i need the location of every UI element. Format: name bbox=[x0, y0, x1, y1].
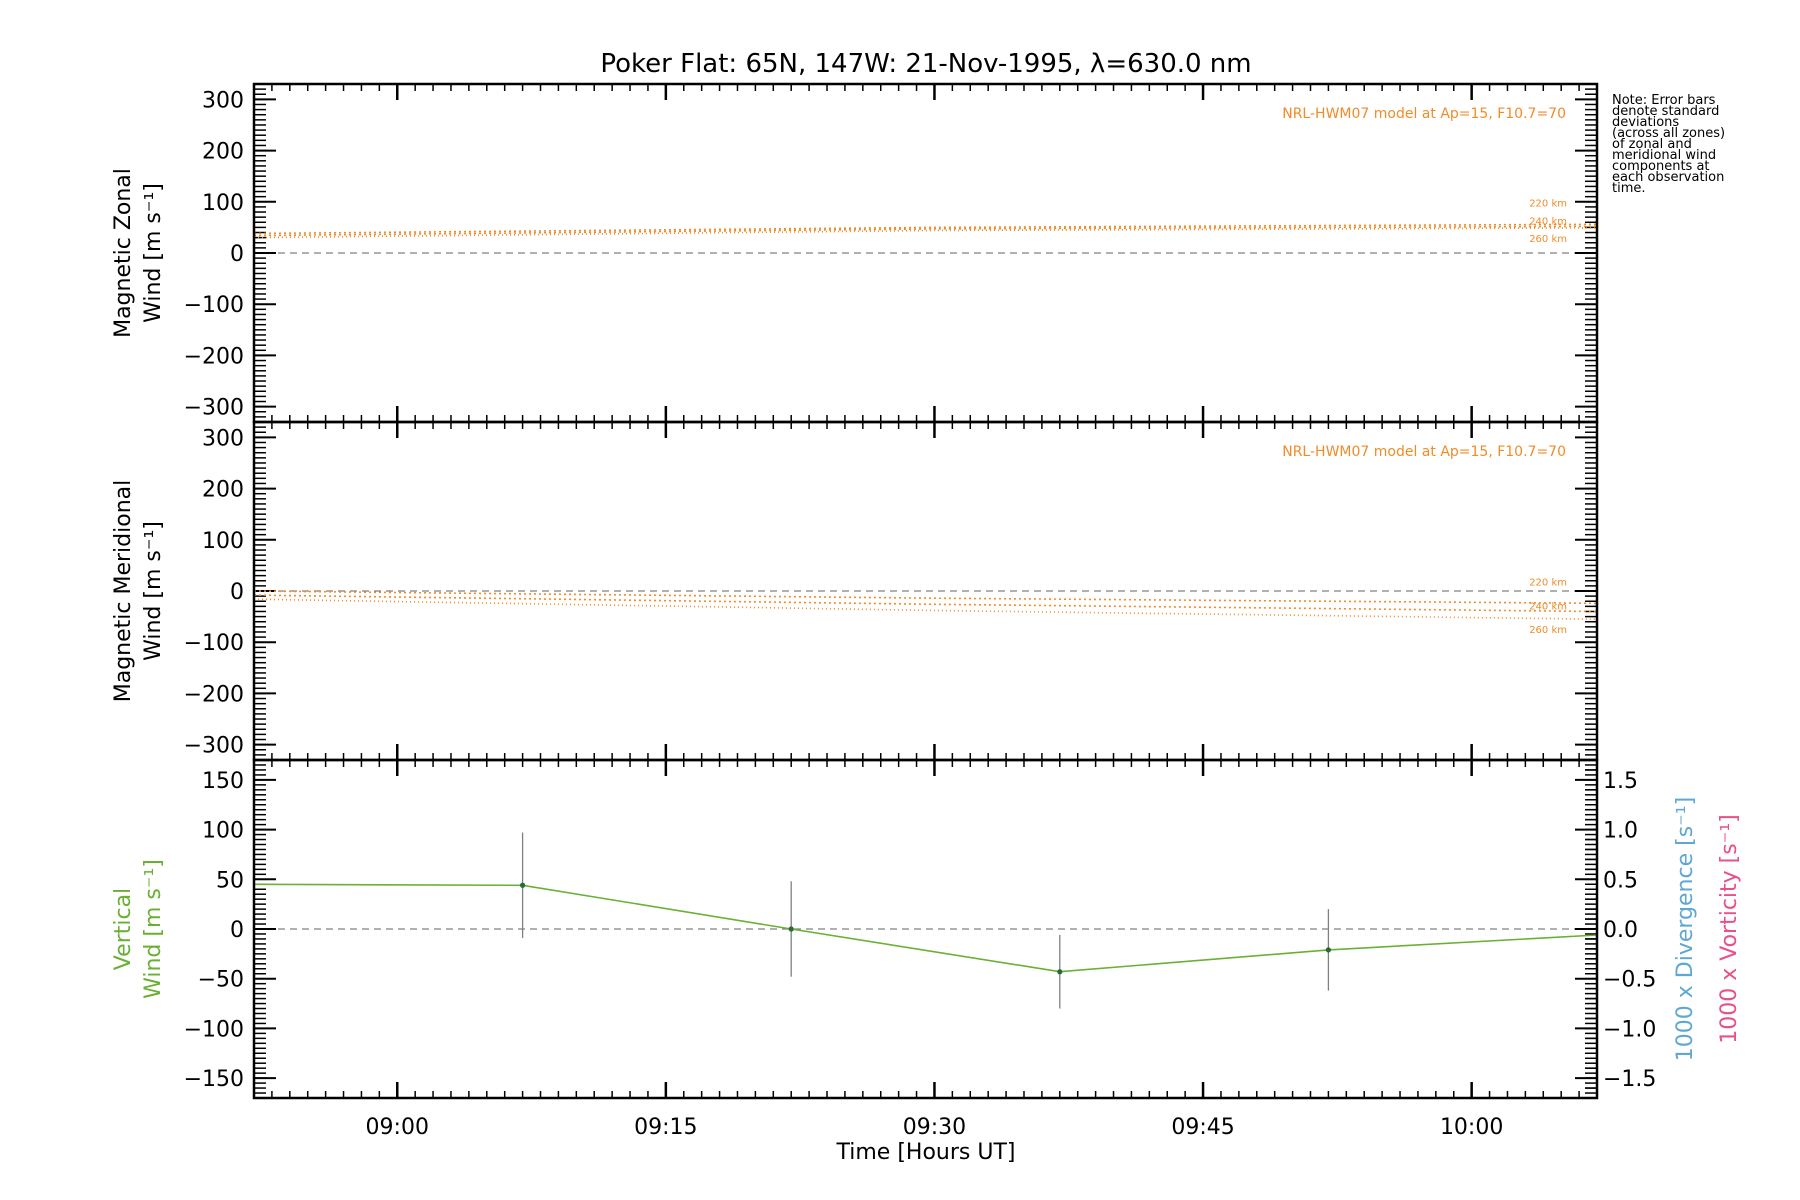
x-axis-label: Time [Hours UT] bbox=[836, 1140, 1016, 1165]
y-axis-label: Wind [m s⁻¹] bbox=[141, 183, 166, 323]
y-tick-label: −300 bbox=[184, 734, 244, 759]
divergence-axis-label: 1000 x Divergence [s⁻¹] bbox=[1673, 797, 1698, 1061]
x-tick-label: 09:15 bbox=[634, 1115, 697, 1140]
y-axis-label: Wind [m s⁻¹] bbox=[141, 521, 166, 661]
y-tick-label: 0 bbox=[230, 580, 244, 605]
note-line: meridional wind bbox=[1612, 148, 1717, 163]
x-tick-label: 09:45 bbox=[1171, 1115, 1234, 1140]
y-tick-label: 200 bbox=[202, 140, 244, 165]
y-tick-label: 100 bbox=[202, 529, 244, 554]
model-series-label: 220 km bbox=[1529, 198, 1567, 209]
right-tick-label: −1.0 bbox=[1603, 1017, 1656, 1042]
y-tick-label: −50 bbox=[198, 968, 244, 993]
model-series-line bbox=[253, 594, 1598, 613]
note-line: time. bbox=[1612, 181, 1646, 196]
note-line: denote standard bbox=[1612, 104, 1720, 119]
x-tick-label: 09:00 bbox=[366, 1115, 429, 1140]
y-axis-label: Magnetic Zonal bbox=[111, 168, 136, 338]
model-label: NRL-HWM07 model at Ap=15, F10.7=70 bbox=[1282, 106, 1566, 122]
data-point bbox=[788, 926, 794, 932]
model-series-label: 240 km bbox=[1529, 216, 1567, 227]
right-tick-label: 1.0 bbox=[1603, 819, 1638, 844]
data-point bbox=[520, 882, 526, 888]
y-tick-label: 300 bbox=[202, 426, 244, 451]
y-tick-label: 50 bbox=[216, 868, 244, 893]
y-axis-label: Vertical bbox=[111, 888, 136, 970]
panel-frame bbox=[252, 758, 1599, 1100]
y-tick-label: 200 bbox=[202, 478, 244, 503]
data-point bbox=[1325, 947, 1331, 953]
model-series-line bbox=[253, 227, 1598, 239]
model-series-label: 260 km bbox=[1529, 625, 1567, 636]
y-tick-label: −100 bbox=[184, 631, 244, 656]
note-line: (across all zones) bbox=[1612, 126, 1726, 141]
model-series-line bbox=[253, 225, 1598, 237]
note-line: each observation bbox=[1612, 170, 1725, 185]
right-tick-label: 0.5 bbox=[1603, 868, 1638, 893]
y-tick-label: −100 bbox=[184, 1017, 244, 1042]
x-tick-label: 10:00 bbox=[1440, 1115, 1503, 1140]
y-tick-label: 0 bbox=[230, 242, 244, 267]
y-tick-label: −300 bbox=[184, 396, 244, 421]
y-tick-label: 150 bbox=[202, 769, 244, 794]
note-line: of zonal and bbox=[1612, 137, 1692, 152]
model-series-label: 260 km bbox=[1529, 234, 1567, 245]
vorticity-axis-label: 1000 x Vorticity [s⁻¹] bbox=[1717, 814, 1742, 1044]
model-series-line bbox=[253, 598, 1598, 620]
y-tick-label: 100 bbox=[202, 191, 244, 216]
y-tick-label: −150 bbox=[184, 1067, 244, 1092]
right-tick-label: −1.5 bbox=[1603, 1067, 1656, 1092]
note-line: deviations bbox=[1612, 115, 1680, 130]
right-tick-label: 1.5 bbox=[1603, 769, 1638, 794]
model-series-line bbox=[253, 223, 1598, 235]
note-line: Note: Error bars bbox=[1612, 93, 1716, 108]
y-tick-label: −200 bbox=[184, 344, 244, 369]
note-line: components at bbox=[1612, 159, 1710, 174]
y-tick-label: 0 bbox=[230, 918, 244, 943]
y-axis-label: Wind [m s⁻¹] bbox=[141, 859, 166, 999]
right-tick-label: −0.5 bbox=[1603, 968, 1656, 993]
error-bar-note: Note: Error bars denote standard deviati… bbox=[1612, 93, 1782, 196]
y-tick-label: −100 bbox=[184, 293, 244, 318]
right-tick-label: 0.0 bbox=[1603, 918, 1638, 943]
data-point bbox=[1057, 969, 1063, 975]
x-tick-label: 09:30 bbox=[903, 1115, 966, 1140]
y-axis-label: Magnetic Meridional bbox=[111, 480, 136, 702]
model-series-label: 240 km bbox=[1529, 601, 1567, 612]
chart-title: Poker Flat: 65N, 147W: 21-Nov-1995, λ=63… bbox=[600, 49, 1251, 79]
y-tick-label: 100 bbox=[202, 819, 244, 844]
y-tick-label: 300 bbox=[202, 88, 244, 113]
model-label: NRL-HWM07 model at Ap=15, F10.7=70 bbox=[1282, 444, 1566, 460]
model-series-label: 220 km bbox=[1529, 577, 1567, 588]
model-series-line bbox=[253, 590, 1598, 605]
vertical-wind-line bbox=[253, 883, 1598, 973]
y-tick-label: −200 bbox=[184, 682, 244, 707]
